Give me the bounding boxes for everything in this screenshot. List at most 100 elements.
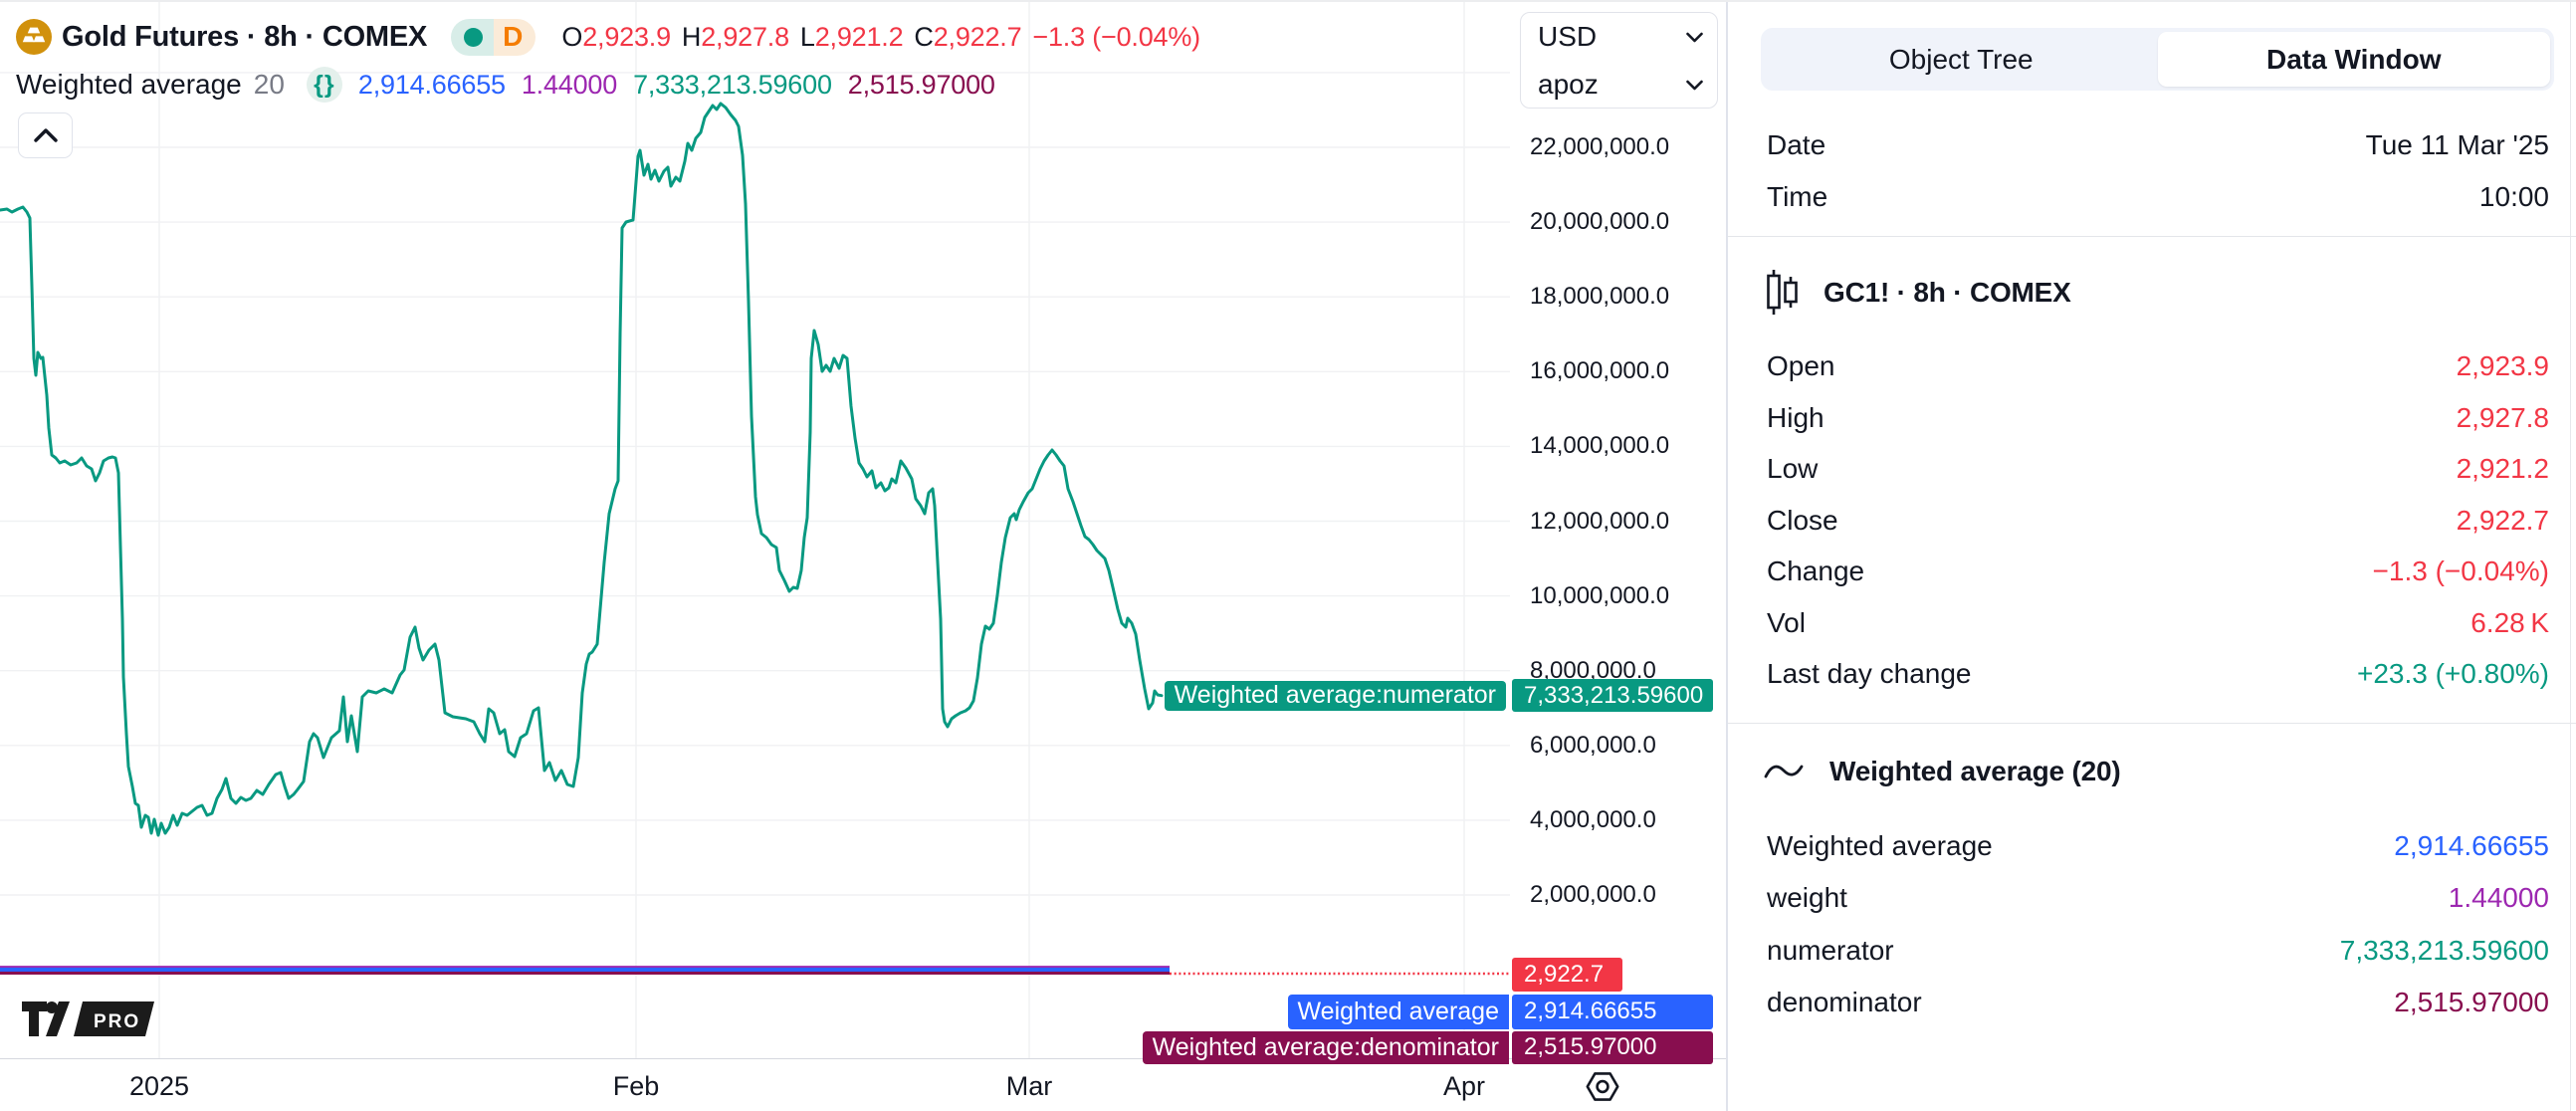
data-row: denominator 2,515.97000 <box>1767 977 2549 1028</box>
indicator-parameter: 20 <box>253 69 285 100</box>
gold-bars-icon <box>22 27 46 43</box>
wave-indicator-icon <box>1764 765 1804 778</box>
indicator-legend-row: Weighted average 20 {} 2,914.66655 1.4400… <box>16 67 995 103</box>
pro-badge: PRO <box>94 1011 140 1032</box>
row-value: 1.44000 <box>2448 882 2549 914</box>
price-chart-canvas[interactable] <box>0 0 1726 1058</box>
row-value: 2,922.7 <box>2456 504 2549 536</box>
collapse-legend-button[interactable] <box>18 112 73 158</box>
source-code-braces-icon[interactable]: {} <box>306 67 342 103</box>
price-scale-tick: 22,000,000.0 <box>1530 133 1670 160</box>
weighted-average-price-badge: 2,914.66655 <box>1512 994 1713 1029</box>
row-value: 2,927.8 <box>2456 401 2549 433</box>
price-scale-tick: 14,000,000.0 <box>1530 432 1670 460</box>
chevron-up-icon <box>33 128 58 142</box>
data-row: weight 1.44000 <box>1767 872 2549 924</box>
time-axis-tick: 2025 <box>128 1071 190 1101</box>
ohlc-segment: O2,923.9 <box>561 22 671 53</box>
indicator-values: 2,914.66655 1.44000 7,333,213.59600 2,515.9… <box>342 70 995 101</box>
ohlc-label: C <box>914 21 934 52</box>
interval-status-pill[interactable]: D <box>451 18 537 56</box>
panel-divider[interactable] <box>1726 0 1728 1111</box>
price-scale-unit-selector: USD apoz <box>1520 12 1718 109</box>
data-row: High 2,927.8 <box>1767 392 2549 444</box>
indicator-name[interactable]: Weighted average <box>16 69 242 100</box>
indicator-value: 2,515.97000 <box>847 69 995 100</box>
chevron-down-icon <box>1686 80 1703 90</box>
data-row: Open 2,923.9 <box>1767 340 2549 392</box>
unit-value: apoz <box>1538 69 1599 100</box>
time-axis-tick: Feb <box>612 1071 660 1101</box>
data-row: Date Tue 11 Mar '25 <box>1767 119 2549 171</box>
price-scale-tick: 6,000,000.0 <box>1530 731 1656 759</box>
tradingview-pro-logo[interactable]: PRO <box>21 999 160 1045</box>
data-row: Last day change +23.3 (+0.80%) <box>1767 648 2549 700</box>
ohlc-label: H <box>681 21 702 52</box>
symbol-title[interactable]: Gold Futures · 8h · COMEX <box>62 20 428 53</box>
interval-badge[interactable]: D <box>494 18 537 56</box>
indicator-section-title: Weighted average (20) <box>1829 756 2121 786</box>
data-row: Close 2,922.7 <box>1767 495 2549 547</box>
weighted-average-series-tag: Weighted average <box>1287 994 1509 1029</box>
panel-scrollbar[interactable] <box>2570 0 2571 1111</box>
ohlc-values: O2,923.9 H2,927.8 L2,921.2 C2,922.7 <box>561 22 1032 53</box>
ohlc-value: 2,922.7 <box>933 21 1022 52</box>
numerator-series-tag: Weighted average:numerator <box>1164 680 1506 711</box>
price-scale-tick: 12,000,000.0 <box>1530 507 1670 535</box>
row-value: 2,923.9 <box>2456 350 2549 381</box>
close-price-badge: 2,922.7 <box>1512 958 1622 992</box>
row-label: Time <box>1767 181 1828 212</box>
tradingview-logo-icon: PRO <box>22 1001 154 1036</box>
data-row: Vol 6.28 K <box>1767 597 2549 649</box>
numerator-price-badge: 7,333,213.59600 <box>1512 679 1713 713</box>
row-label: Open <box>1767 350 1835 381</box>
data-row: Change −1.3 (−0.04%) <box>1767 546 2549 597</box>
time-axis-settings-gear-icon[interactable] <box>1585 1070 1620 1103</box>
unit-dropdown[interactable]: apoz <box>1521 61 1717 109</box>
symbol-section-title: GC1! · 8h · COMEX <box>1824 277 2071 308</box>
tab-data-window[interactable]: Data Window <box>2157 32 2550 87</box>
row-label: Low <box>1767 453 1819 484</box>
row-label: denominator <box>1767 986 1922 1017</box>
row-label: numerator <box>1767 934 1894 966</box>
row-value: 10:00 <box>2478 181 2549 212</box>
indicator-section-header: Weighted average (20) <box>1764 750 2121 793</box>
row-label: Vol <box>1767 606 1806 638</box>
row-label: Change <box>1767 556 1865 586</box>
tab-object-tree[interactable]: Object Tree <box>1888 43 2034 75</box>
price-scale-tick: 16,000,000.0 <box>1530 357 1670 385</box>
divider <box>1728 236 2576 237</box>
row-value: Tue 11 Mar '25 <box>2365 129 2549 160</box>
data-row: numerator 7,333,213.59600 <box>1767 925 2549 977</box>
time-axis-tick: Apr <box>1442 1071 1486 1101</box>
ohlc-label: O <box>561 21 583 52</box>
ohlc-value: 2,921.2 <box>814 21 904 52</box>
row-label: Weighted average <box>1767 830 1993 861</box>
indicator-value: 1.44000 <box>521 69 618 100</box>
time-axis-tick: Mar <box>1005 1071 1053 1101</box>
market-status-icon <box>451 18 495 56</box>
ohlc-segment: L2,921.2 <box>800 22 904 53</box>
ohlc-value: 2,923.9 <box>582 21 671 52</box>
ohlc-value: 2,927.8 <box>701 21 789 52</box>
currency-dropdown[interactable]: USD <box>1521 13 1717 61</box>
market-open-dot <box>464 27 484 47</box>
price-scale-tick: 2,000,000.0 <box>1530 881 1656 908</box>
row-value: 2,921.2 <box>2456 453 2549 484</box>
row-value: 6.28 K <box>2470 606 2549 638</box>
chart-pane[interactable]: Gold Futures · 8h · COMEX D O2,923.9 H2,9… <box>0 0 1726 1111</box>
symbol-section-header: GC1! · 8h · COMEX <box>1764 270 2071 315</box>
indicator-value: 2,914.66655 <box>357 69 506 100</box>
ohlc-segment: H2,927.8 <box>682 22 789 53</box>
data-window-panel: Object Tree Data Window Date Tue 11 Mar '… <box>1728 0 2576 1111</box>
denominator-price-badge: 2,515.97000 <box>1512 1030 1713 1064</box>
change-value: −1.3 (−0.04%) <box>1032 21 1200 52</box>
time-axis[interactable]: 2025 Feb Mar Apr <box>0 1058 1726 1111</box>
currency-value: USD <box>1538 21 1598 52</box>
chevron-down-icon <box>1686 32 1703 42</box>
symbol-legend-row: Gold Futures · 8h · COMEX D O2,923.9 H2,9… <box>16 18 1200 56</box>
panel-tab-bar: Object Tree Data Window <box>1761 28 2554 91</box>
ohlc-segment: C2,922.7 <box>914 22 1021 53</box>
indicator-value: 7,333,213.59600 <box>633 69 832 100</box>
divider <box>1728 723 2576 724</box>
